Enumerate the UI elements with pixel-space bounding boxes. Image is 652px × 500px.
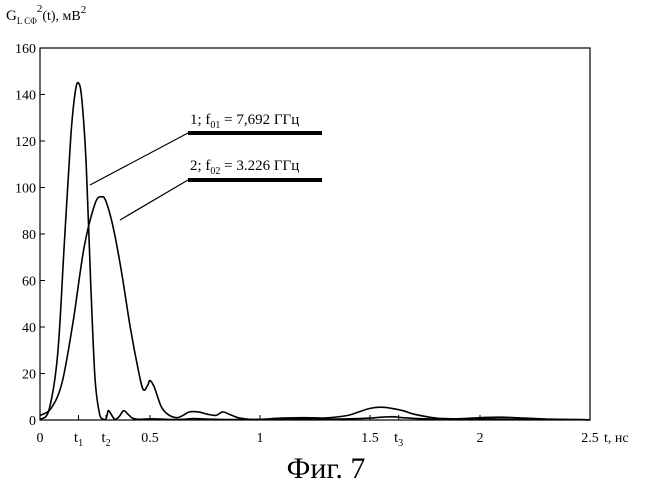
- y-tick-label: 160: [15, 42, 36, 57]
- plot-frame: [40, 48, 590, 420]
- y-axis-label-sup2: 2: [81, 4, 87, 16]
- y-tick-label: 80: [22, 228, 36, 243]
- x-tick-label: 2: [477, 431, 484, 446]
- ticks: 0 20 40 60 80 100 120 140 160 0 0.5 1 1.5 2 2.5 t1 t2 t3: [15, 42, 599, 449]
- legend: 1; f01 = 7,692 ГГц 2; f02 = 3.226 ГГц: [90, 112, 322, 220]
- legend-label-2: 2; f02 = 3.226 ГГц: [190, 158, 299, 177]
- y-tick-label: 20: [22, 368, 36, 383]
- x-tick-label: 2.5: [581, 431, 599, 446]
- legend-leader-1: [90, 133, 188, 185]
- y-axis-label-rest: (t), мВ: [42, 9, 80, 24]
- y-tick-label: 120: [15, 135, 36, 150]
- y-tick-label: 0: [29, 414, 36, 429]
- y-axis-label: GL CΦ2(t), мВ2: [6, 3, 86, 26]
- x-tick-label: 1.5: [361, 431, 379, 446]
- y-tick-label: 140: [15, 89, 36, 104]
- series-line-2: [40, 197, 590, 420]
- legend-leader-2: [120, 180, 188, 220]
- y-tick-label: 100: [15, 182, 36, 197]
- time-marker-label: t3: [394, 430, 403, 449]
- y-axis-label-sub: L CΦ: [17, 16, 37, 26]
- x-axis-label: t, нс: [604, 431, 629, 446]
- y-tick-label: 40: [22, 321, 36, 336]
- y-axis-label-main: G: [6, 8, 17, 24]
- chart: 02040608010012014016000.511.522.5t1t2t3 …: [0, 0, 652, 450]
- time-marker-label: t2: [101, 430, 110, 449]
- x-tick-label: 1: [257, 431, 264, 446]
- x-tick-label: 0.5: [141, 431, 159, 446]
- figure-caption: Фиг. 7: [0, 452, 652, 486]
- legend-label-1: 1; f01 = 7,692 ГГц: [190, 112, 299, 131]
- y-tick-label: 60: [22, 275, 36, 290]
- time-marker-label: t1: [74, 430, 83, 449]
- x-tick-label: 0: [37, 431, 44, 446]
- axes: [40, 48, 590, 420]
